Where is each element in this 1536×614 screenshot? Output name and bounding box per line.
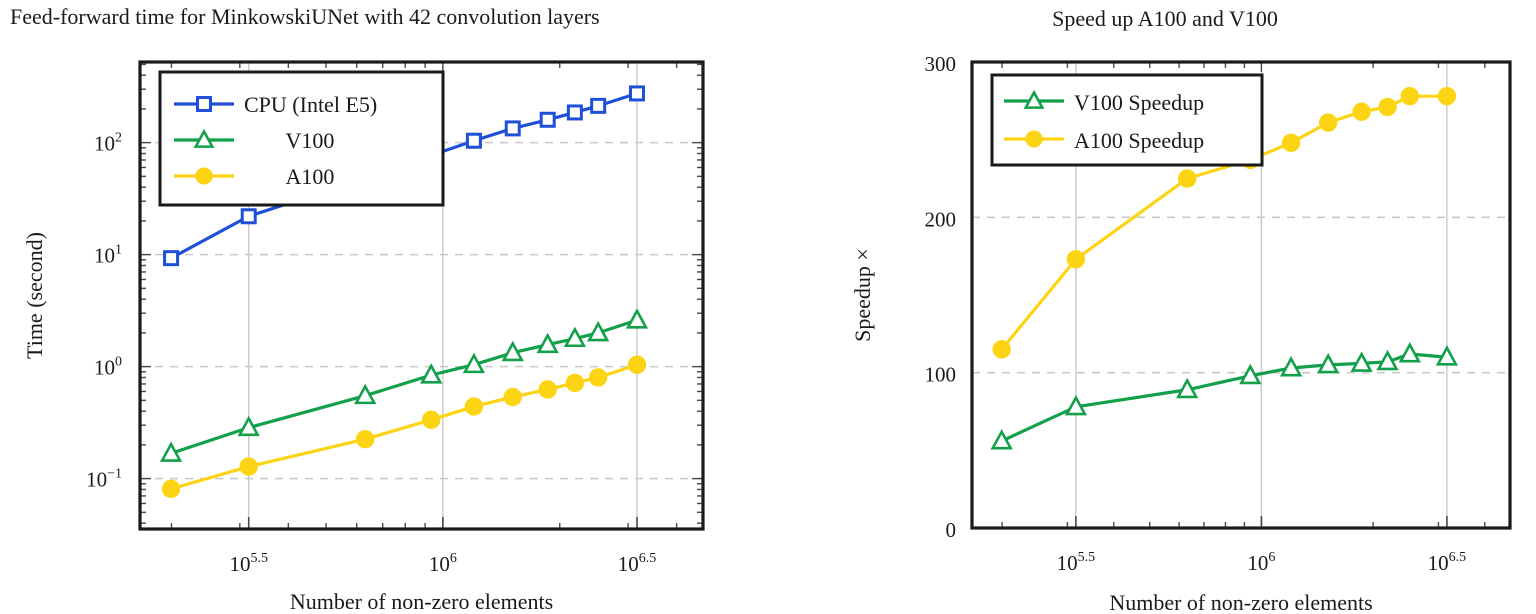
- legend-marker-triangle: [1023, 89, 1045, 109]
- x-tick-label: 106.5: [618, 551, 657, 576]
- y-tick-label: 0: [946, 518, 957, 542]
- y-tick-label: 102: [94, 131, 122, 156]
- data-point-v100-speedup: [1064, 394, 1088, 416]
- data-point-a100-speedup: [1437, 86, 1457, 106]
- right-x-axis-label: Number of non-zero elements: [1109, 590, 1372, 614]
- data-point-v100: [563, 326, 587, 348]
- data-point-v100-speedup: [1350, 351, 1373, 372]
- series-line-v100-speedup: [1000, 352, 1449, 443]
- data-point-cpu-intel-e5-: [465, 132, 482, 149]
- y-tick-label: 100: [925, 363, 957, 387]
- data-point-cpu-intel-e5-: [163, 250, 180, 267]
- data-point-cpu-intel-e5-: [539, 111, 556, 128]
- data-point-a100: [565, 373, 585, 393]
- legend-label-2: A100: [286, 164, 335, 189]
- data-point-a100-speedup: [1178, 169, 1197, 188]
- data-point-cpu-intel-e5-: [566, 104, 583, 121]
- plot-frame: [970, 60, 1512, 530]
- legend-label-1: A100 Speedup: [1074, 128, 1204, 153]
- data-point-a100: [538, 380, 557, 399]
- chart-panel-speedup: Speed up A100 and V100 300 200 100 0 105.5 10…: [768, 0, 1536, 614]
- data-point-v100-speedup: [1176, 377, 1199, 399]
- data-point-v100-speedup: [990, 429, 1013, 450]
- data-point-v100-speedup: [1435, 345, 1459, 366]
- data-point-v100-speedup: [1317, 352, 1340, 374]
- data-point-cpu-intel-e5-: [240, 208, 257, 225]
- data-point-v100: [462, 352, 486, 374]
- data-point-v100: [159, 441, 183, 462]
- data-point-v100-speedup: [1398, 342, 1421, 363]
- data-point-a100-speedup: [1281, 133, 1301, 152]
- legend-marker-circle: [1025, 130, 1043, 148]
- data-point-v100: [501, 340, 524, 362]
- data-point-a100-speedup: [1066, 250, 1086, 269]
- left-chart-svg: Feed-forward time for MinkowskiUNet with…: [10, 4, 705, 614]
- data-point-a100: [588, 368, 608, 387]
- x-tick-label: 106: [429, 551, 457, 576]
- plot-frame: [138, 60, 705, 531]
- data-point-v100-speedup: [1376, 349, 1399, 371]
- data-point-cpu-intel-e5-: [628, 85, 645, 102]
- legend-label-0: CPU (Intel E5): [244, 92, 377, 117]
- data-point-v100: [420, 363, 443, 384]
- chart-panel-feed-forward-time: Feed-forward time for MinkowskiUNet with…: [10, 4, 705, 614]
- data-point-a100: [503, 387, 522, 407]
- right-chart-svg: Speed up A100 and V100 300 200 100 0 105.5 10…: [850, 6, 1512, 614]
- right-chart-title: Speed up A100 and V100: [1052, 6, 1278, 31]
- data-point-a100-speedup: [992, 340, 1011, 359]
- right-y-axis-label: Speedup ×: [850, 248, 875, 342]
- data-point-v100: [625, 308, 649, 329]
- x-tick-label: 106.5: [1428, 550, 1467, 575]
- legend-marker-circle: [195, 167, 213, 185]
- left-x-axis-label: Number of non-zero elements: [290, 589, 553, 614]
- data-point-a100-speedup: [1352, 102, 1371, 121]
- data-point-a100-speedup: [1319, 113, 1338, 132]
- series-line-v100: [169, 318, 639, 455]
- data-point-a100: [161, 479, 181, 499]
- data-point-a100: [422, 410, 441, 429]
- data-point-a100: [356, 429, 375, 449]
- data-point-a100-speedup: [1378, 97, 1397, 117]
- data-point-v100-speedup: [1239, 363, 1262, 385]
- legend-label-0: V100 Speedup: [1074, 90, 1204, 115]
- x-tick-label: 105.5: [229, 551, 267, 576]
- data-point-cpu-intel-e5-: [504, 120, 521, 137]
- legend-marker-triangle: [193, 128, 215, 148]
- left-chart-title: Feed-forward time for MinkowskiUNet with…: [10, 4, 600, 29]
- data-point-a100: [627, 355, 647, 374]
- data-point-cpu-intel-e5-: [590, 97, 607, 114]
- data-point-v100: [536, 332, 559, 354]
- y-tick-label: 200: [925, 207, 957, 231]
- left-y-axis-label: Time (second): [22, 232, 47, 359]
- data-point-v100-speedup: [1279, 356, 1303, 377]
- legend-marker-square: [196, 96, 212, 112]
- series-line-a100: [169, 363, 639, 491]
- data-point-v100: [587, 320, 610, 342]
- x-tick-label: 105.5: [1057, 550, 1096, 575]
- x-tick-label: 106: [1247, 550, 1275, 575]
- data-point-a100: [464, 397, 484, 416]
- legend-label-1: V100: [286, 128, 335, 153]
- data-point-a100: [239, 457, 258, 476]
- series-line-a100-speedup: [1000, 94, 1449, 351]
- y-tick-label: 101: [94, 243, 122, 268]
- y-tick-label: 300: [925, 52, 957, 76]
- data-point-a100-speedup: [1400, 86, 1420, 106]
- right-legend: [990, 73, 1264, 167]
- y-tick-label: 100: [94, 355, 122, 380]
- data-point-v100: [354, 383, 377, 405]
- y-tick-label: 10−1: [86, 467, 122, 492]
- data-point-v100: [237, 415, 260, 437]
